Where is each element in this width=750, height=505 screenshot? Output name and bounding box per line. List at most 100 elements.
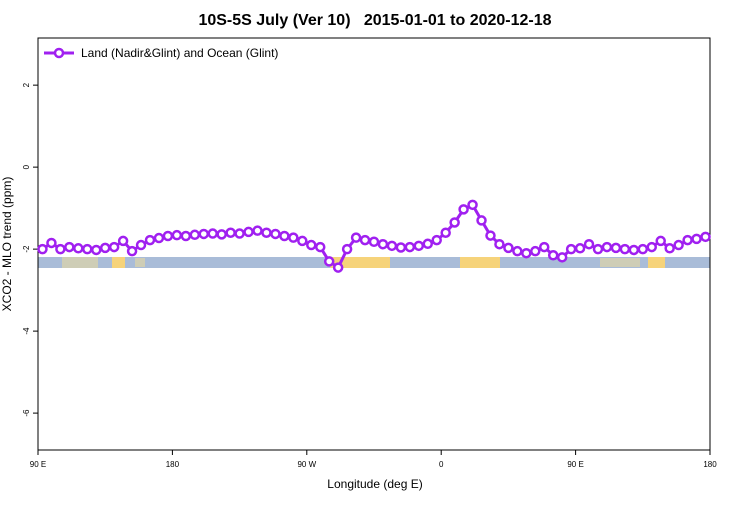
data-point bbox=[449, 217, 460, 228]
y-tick-label: 0 bbox=[22, 164, 31, 169]
x-tick-label: 90 E bbox=[30, 460, 46, 469]
x-tick-label: 90 W bbox=[297, 460, 316, 469]
data-point bbox=[628, 244, 640, 256]
data-point bbox=[682, 234, 693, 246]
data-point bbox=[359, 234, 371, 246]
data-point bbox=[583, 238, 595, 250]
data-point bbox=[431, 234, 442, 246]
data-point bbox=[440, 227, 451, 238]
data-point bbox=[180, 230, 192, 242]
data-point bbox=[243, 226, 254, 238]
data-point bbox=[171, 229, 183, 241]
legend-marker bbox=[53, 47, 65, 59]
data-point bbox=[655, 235, 666, 247]
data-point bbox=[46, 237, 57, 249]
data-point bbox=[458, 204, 469, 215]
data-point bbox=[90, 244, 102, 256]
data-point bbox=[377, 238, 389, 250]
data-point bbox=[270, 228, 281, 240]
data-point bbox=[198, 228, 210, 240]
x-tick-label: 180 bbox=[703, 460, 717, 469]
data-point bbox=[153, 232, 165, 244]
data-point bbox=[73, 243, 84, 254]
data-point bbox=[323, 256, 335, 267]
data-point bbox=[386, 240, 398, 252]
data-point bbox=[261, 227, 272, 238]
data-point bbox=[404, 241, 416, 253]
data-point bbox=[530, 245, 541, 257]
y-axis-label: XCO2 - MLO trend (ppm) bbox=[0, 177, 14, 312]
data-point bbox=[619, 243, 631, 255]
data-point bbox=[637, 243, 649, 255]
x-tick-label: 180 bbox=[166, 460, 180, 469]
data-point bbox=[108, 241, 120, 253]
data-point bbox=[512, 245, 523, 257]
data-point bbox=[485, 230, 496, 241]
land bbox=[135, 258, 145, 267]
data-point bbox=[673, 239, 684, 251]
data-point bbox=[189, 229, 201, 241]
data-point bbox=[565, 243, 577, 255]
data-point bbox=[117, 235, 129, 247]
data-point bbox=[99, 242, 111, 254]
data-point bbox=[691, 233, 702, 245]
y-tick-label: -2 bbox=[22, 245, 31, 253]
data-point bbox=[521, 247, 532, 259]
data-point bbox=[234, 228, 245, 239]
chart-title: 10S-5S July (Ver 10) 2015-01-01 to 2020-… bbox=[198, 12, 551, 29]
plot-frame bbox=[37, 37, 711, 451]
data-point bbox=[144, 234, 156, 246]
data-point bbox=[216, 229, 227, 240]
data-point bbox=[547, 250, 559, 261]
data-point bbox=[252, 225, 263, 236]
data-point bbox=[297, 235, 308, 247]
data-point bbox=[503, 242, 514, 254]
data-point bbox=[37, 243, 48, 255]
data-point bbox=[306, 239, 317, 251]
data-point bbox=[395, 242, 407, 253]
y-tick-label: -4 bbox=[22, 327, 31, 335]
data-point bbox=[422, 238, 434, 250]
data-point bbox=[556, 252, 568, 263]
data-point bbox=[538, 241, 550, 253]
y-tick-label: -6 bbox=[22, 409, 31, 417]
data-point bbox=[646, 241, 658, 253]
x-tick-label: 90 E bbox=[567, 460, 583, 469]
data-point bbox=[368, 236, 380, 247]
data-point bbox=[314, 241, 326, 253]
data-point bbox=[341, 243, 353, 255]
data-point bbox=[592, 243, 604, 255]
data-point bbox=[350, 232, 362, 243]
data-point bbox=[135, 239, 147, 251]
data-point bbox=[162, 230, 174, 242]
data-point bbox=[467, 199, 478, 211]
legend-label: Land (Nadir&Glint) and Ocean (Glint) bbox=[81, 46, 278, 60]
data-point bbox=[55, 243, 66, 255]
land bbox=[112, 257, 125, 268]
land bbox=[330, 257, 390, 268]
y-tick-label: 2 bbox=[22, 82, 31, 87]
data-point bbox=[610, 242, 622, 254]
land bbox=[460, 257, 500, 268]
data-point bbox=[126, 245, 138, 257]
data-point bbox=[664, 243, 675, 254]
data-point bbox=[288, 232, 299, 243]
data-point bbox=[476, 215, 487, 226]
data-point bbox=[413, 240, 425, 252]
data-point bbox=[601, 241, 613, 253]
data-point bbox=[700, 231, 711, 243]
data-point bbox=[494, 238, 505, 250]
data-point bbox=[279, 230, 290, 242]
map-strip bbox=[38, 257, 710, 268]
data-point bbox=[574, 243, 586, 254]
data-point bbox=[207, 228, 218, 239]
data-point bbox=[64, 241, 75, 253]
x-axis-label: Longitude (deg E) bbox=[327, 477, 422, 491]
land bbox=[600, 258, 640, 267]
data-point bbox=[225, 227, 236, 238]
land bbox=[62, 257, 98, 268]
data-point bbox=[82, 243, 93, 255]
data-point bbox=[332, 262, 344, 273]
